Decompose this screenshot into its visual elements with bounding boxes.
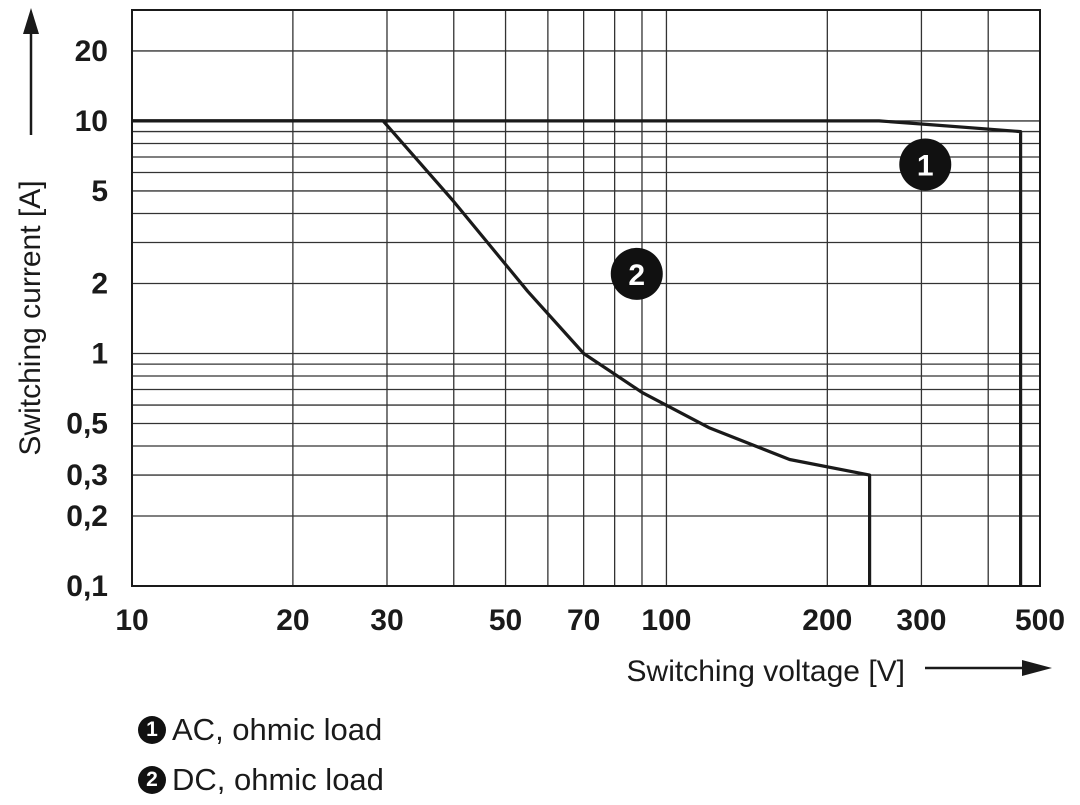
- series-1-marker-circle: [899, 138, 952, 191]
- y-tick-label: 1: [91, 337, 108, 370]
- curve-markers: 12: [610, 138, 952, 300]
- x-tick-labels: 10 20 30 50 70 100 200 300 500: [115, 604, 1065, 637]
- y-tick-label: 0,2: [66, 500, 108, 533]
- y-tick-label: 5: [91, 175, 108, 208]
- marker-1-icon: 1: [138, 716, 166, 744]
- series-2-marker-circle: [610, 247, 663, 300]
- y-tick-labels: 0,1 0,2 0,3 0,5 1 2 5 10 20: [66, 35, 108, 603]
- y-tick-label: 20: [75, 35, 108, 68]
- series-1-marker-label: 1: [917, 149, 934, 182]
- x-tick-label: 70: [567, 604, 600, 637]
- series-1-line: [132, 119, 1023, 586]
- series-2-line: [132, 119, 872, 586]
- x-tick-label: 500: [1015, 604, 1065, 637]
- legend-item-dc: 2 DC, ohmic load: [138, 762, 384, 798]
- x-tick-label: 50: [489, 604, 522, 637]
- chart: 10 20 30 50 70 100 200 300 500 0,10,20,30,512510…: [14, 8, 1065, 688]
- arrow-up-icon: [23, 8, 39, 34]
- x-tick-label: 300: [896, 604, 946, 637]
- x-axis-label: Switching voltage [V]: [627, 655, 905, 688]
- axis-arrows: [23, 8, 1052, 676]
- y-tick-label: 0,5: [66, 407, 108, 440]
- data-curves: [132, 119, 1023, 586]
- x-tick-label: 20: [276, 604, 309, 637]
- series-2-marker-label: 2: [628, 259, 645, 292]
- x-tick-label: 200: [802, 604, 852, 637]
- legend-label-dc: DC, ohmic load: [172, 762, 384, 797]
- y-tick-label: 0,3: [66, 459, 108, 492]
- y-axis-label: Switching current [A]: [14, 180, 47, 455]
- legend-label-ac: AC, ohmic load: [172, 712, 383, 747]
- arrow-right-icon: [1022, 660, 1052, 676]
- y-tick-label: 10: [75, 105, 108, 138]
- grid-lines: [131, 9, 1041, 587]
- y-tick-label: 2: [91, 267, 108, 300]
- marker-2-icon: 2: [138, 766, 166, 794]
- x-tick-label: 30: [370, 604, 403, 637]
- legend-item-ac: 1 AC, ohmic load: [138, 712, 382, 748]
- x-tick-label: 100: [641, 604, 691, 637]
- plot-frame: [131, 9, 1041, 587]
- x-tick-label: 10: [115, 604, 148, 637]
- y-tick-label: 0,1: [66, 570, 108, 603]
